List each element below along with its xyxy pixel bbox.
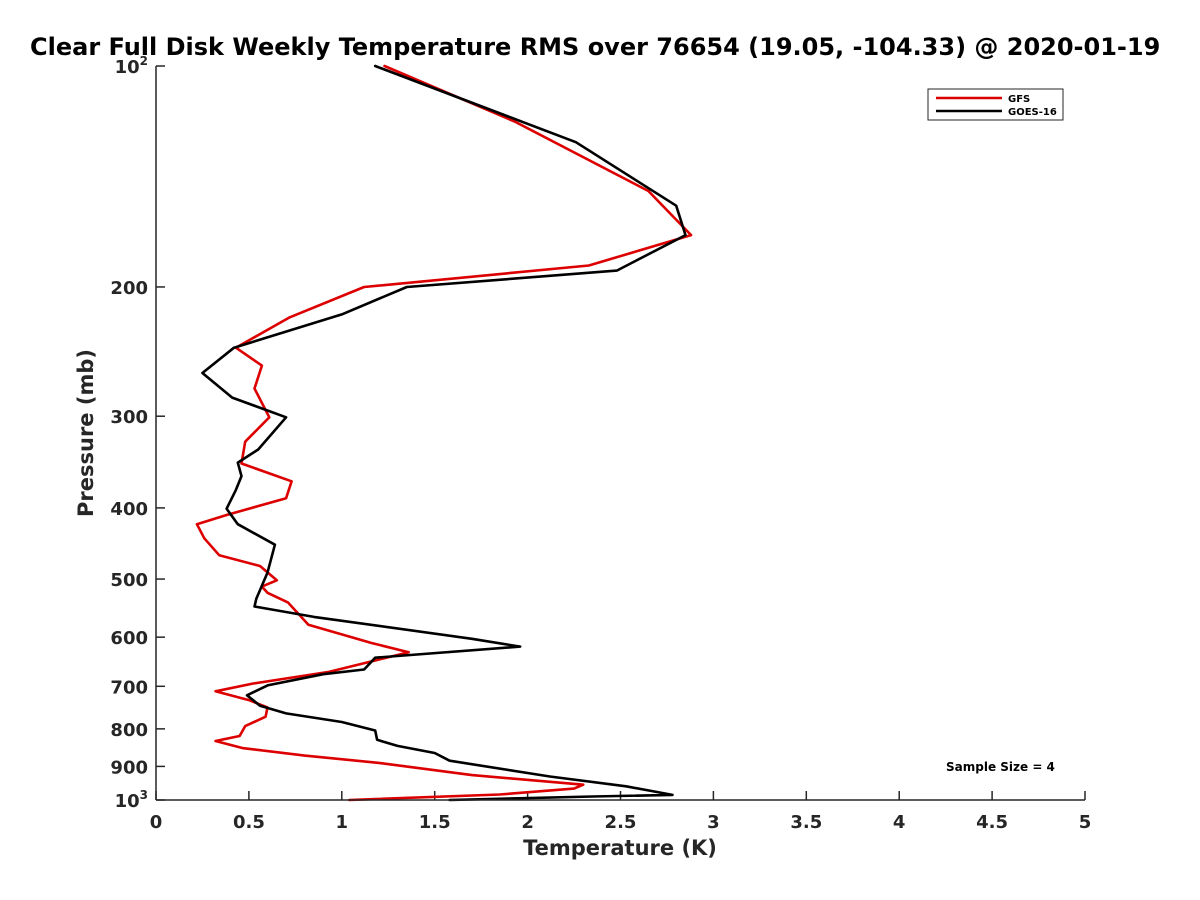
x-tick-label: 4.5 [976, 812, 1008, 833]
legend-box [927, 88, 1064, 121]
legend-label-gfs: GFS [1008, 94, 1030, 105]
y-tick-label: 900 [110, 757, 148, 778]
x-tick-label: 1.5 [419, 812, 451, 833]
y-tick-label: 400 [110, 499, 148, 520]
x-tick-label: 0 [150, 812, 163, 833]
x-tick-label: 3.5 [790, 812, 822, 833]
sample-size-annotation: Sample Size = 4 [946, 760, 1055, 774]
y-tick-label: 103 [115, 788, 148, 812]
x-axis-label: Temperature (K) [523, 836, 717, 860]
axis-ticks: 0 0.5 1 1.5 2 2.5 3 3.5 4 4.5 5 102 200 300 400 500 600 7… [110, 54, 1091, 833]
y-axis-label: Pressure (mb) [74, 349, 98, 517]
x-tick-label: 2 [521, 812, 534, 833]
x-tick-label: 1 [336, 812, 349, 833]
series-line-gfs [195, 64, 693, 802]
y-tick-label: 700 [110, 677, 148, 698]
y-tick-label: 102 [115, 54, 148, 78]
series-line-goes16 [201, 64, 687, 802]
x-tick-label: 4 [893, 812, 906, 833]
chart-title: Clear Full Disk Weekly Temperature RMS o… [30, 33, 1160, 61]
legend: GFS GOES-16 [927, 88, 1064, 121]
y-tick-label: 200 [110, 278, 148, 299]
y-tick-label: 600 [110, 628, 148, 649]
y-tick-label: 300 [110, 407, 148, 428]
y-tick-label: 800 [110, 720, 148, 741]
legend-label-goes16: GOES-16 [1008, 107, 1057, 118]
y-tick-label: 500 [110, 570, 148, 591]
x-tick-label: 2.5 [605, 812, 637, 833]
x-tick-label: 3 [707, 812, 720, 833]
x-tick-label: 0.5 [233, 812, 265, 833]
plot-area [195, 64, 693, 802]
x-tick-label: 5 [1079, 812, 1092, 833]
